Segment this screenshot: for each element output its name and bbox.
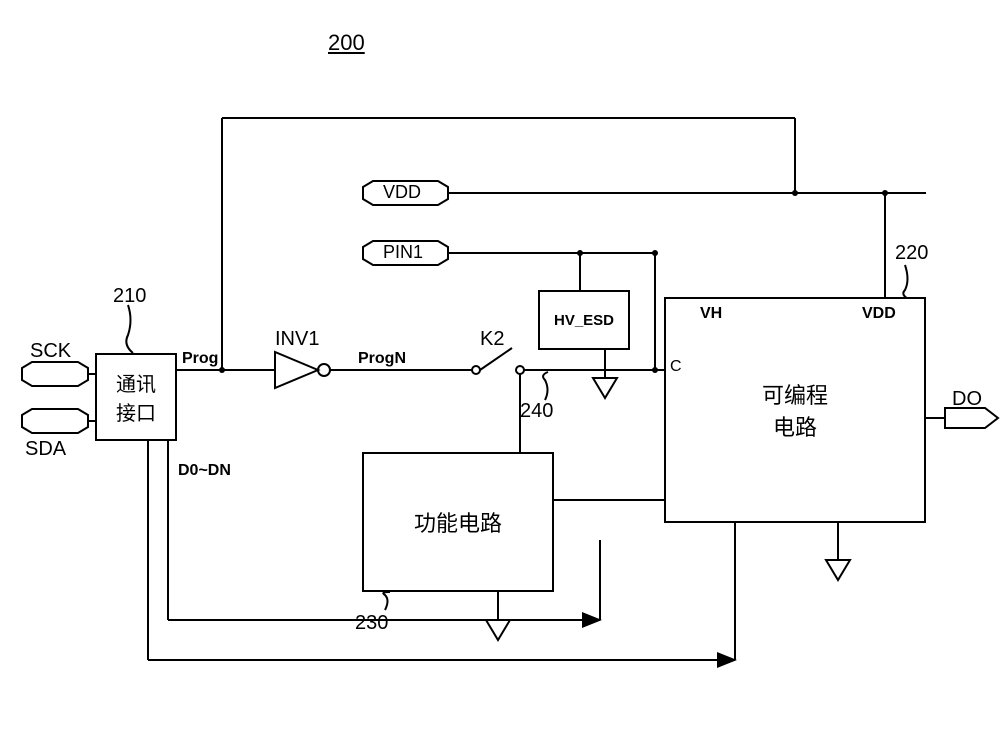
- programmable-circuit-block: 可编程 电路: [664, 297, 926, 523]
- ref-220: 220: [895, 242, 928, 265]
- do-label: DO: [952, 388, 982, 411]
- pin1-port-label: PIN1: [383, 242, 423, 263]
- ref-230: 230: [355, 612, 388, 635]
- function-circuit-block: 功能电路: [362, 452, 554, 592]
- vh-pin-label: VH: [700, 305, 722, 323]
- k2-label: K2: [480, 328, 504, 351]
- vdd-port-label: VDD: [383, 182, 421, 203]
- inv1-label: INV1: [275, 328, 319, 351]
- hv-esd-block: HV_ESD: [538, 290, 630, 350]
- d0dn-label: D0~DN: [178, 462, 231, 480]
- diagram-canvas: 200: [0, 0, 1000, 743]
- progn-label: ProgN: [358, 350, 406, 368]
- c-pin-label: C: [670, 358, 682, 376]
- ref-210: 210: [113, 285, 146, 308]
- comm-interface-block: 通讯 接口: [95, 353, 177, 441]
- ref-240: 240: [520, 400, 553, 423]
- sda-label: SDA: [25, 438, 66, 461]
- vdd-pin-label: VDD: [862, 305, 896, 323]
- sck-label: SCK: [30, 340, 71, 363]
- prog-label: Prog: [182, 350, 218, 368]
